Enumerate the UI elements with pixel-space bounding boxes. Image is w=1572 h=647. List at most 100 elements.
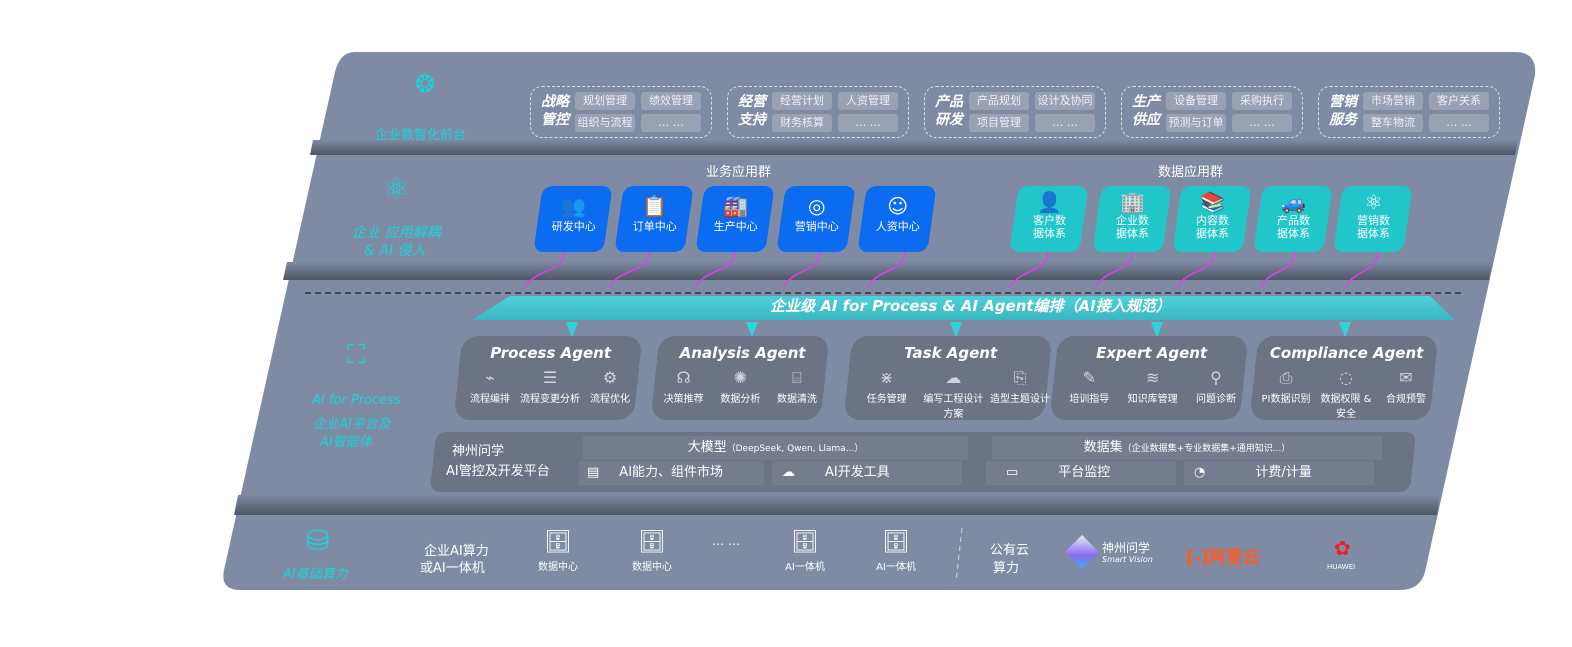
- server-appliance-1: 🗄 AI一体机: [770, 530, 840, 573]
- group-title: 营销服务: [1329, 94, 1357, 128]
- business-app[interactable]: 👥 研发中心: [533, 186, 613, 252]
- tool-label: 计费/计量: [1255, 465, 1312, 480]
- front-chip[interactable]: 客户关系: [1429, 92, 1489, 110]
- app-label: 客户数据体系: [1033, 214, 1067, 240]
- agent-feature[interactable]: ⌁ 流程编排: [460, 368, 520, 405]
- front-chip[interactable]: 绩效管理: [641, 92, 701, 110]
- group-title: 经营支持: [738, 94, 766, 128]
- front-group: 经营支持 经营计划 人资管理 财务核算 … …: [727, 86, 909, 138]
- data-app[interactable]: 👤 客户数据体系: [1009, 186, 1089, 252]
- feature-icon: ✉: [1399, 368, 1413, 387]
- agent-name: Process Agent: [490, 344, 612, 362]
- person-growth-icon: ☺: [887, 194, 909, 218]
- front-chip[interactable]: 产品规划: [969, 92, 1029, 110]
- app-label: 研发中心: [551, 220, 596, 233]
- tool-label: 平台监控: [1058, 465, 1111, 480]
- front-chip[interactable]: 预测与订单: [1166, 114, 1226, 132]
- front-chip[interactable]: … …: [641, 114, 701, 132]
- monitor-tool[interactable]: ▭ 平台监控: [986, 461, 1176, 485]
- feature-icon: ◌: [1339, 368, 1353, 387]
- server-icon: 🗄: [791, 530, 819, 555]
- orchestration-bar: [472, 296, 1455, 320]
- target-icon: ◎: [807, 194, 826, 218]
- platform-title-2: AI管控及开发平台: [446, 464, 550, 479]
- front-chip[interactable]: 组织与流程: [575, 114, 635, 132]
- data-app[interactable]: ⚛ 营销数据体系: [1333, 186, 1413, 252]
- front-chip[interactable]: … …: [1035, 114, 1095, 132]
- feature-icon: ⎙: [1279, 368, 1293, 387]
- devtool-tool[interactable]: ☁ AI开发工具: [772, 461, 962, 485]
- huawei-name: HUAWEI: [1327, 563, 1356, 571]
- agent-feature[interactable]: ≋ 知识库管理: [1121, 368, 1184, 405]
- group-title: 产品研发: [935, 94, 963, 128]
- front-chip[interactable]: 设计及协同: [1035, 92, 1095, 110]
- server-icon: 🗄: [544, 530, 572, 555]
- private-compute-1: 企业AI算力: [424, 544, 489, 559]
- app-label: 人资中心: [875, 220, 920, 233]
- front-chip[interactable]: … …: [1429, 114, 1489, 132]
- feature-icon: ⌁: [485, 368, 495, 387]
- agent-feature[interactable]: ⚲ 问题诊断: [1184, 368, 1247, 405]
- dataset-label: 数据集: [1083, 440, 1123, 455]
- ai-label-3: AI智能体: [320, 435, 372, 450]
- market-icon: ▤: [587, 465, 600, 480]
- agent-feature[interactable]: ✎ 培训指导: [1058, 368, 1121, 405]
- dataset-note: （企业数据集+专业数据集+通用知识...）: [1122, 444, 1291, 454]
- agent-feature[interactable]: ☁ 编写工程设计方案: [920, 368, 987, 420]
- front-chip[interactable]: … …: [838, 114, 898, 132]
- app-label: 企业数据体系: [1116, 214, 1150, 240]
- feature-label: 知识库管理: [1127, 394, 1178, 405]
- agent-feature[interactable]: ⎙ PI数据识别: [1256, 368, 1316, 405]
- market-tool[interactable]: ▤ AI能力、组件市场: [579, 461, 764, 485]
- app-label: 订单中心: [632, 220, 677, 233]
- front-chip[interactable]: 财务核算: [772, 114, 832, 132]
- business-app[interactable]: 🏭 生产中心: [695, 186, 775, 252]
- front-chip[interactable]: 项目管理: [969, 114, 1029, 132]
- agent-feature[interactable]: ☊ 决策推荐: [655, 368, 712, 405]
- data-app[interactable]: 🏢 企业数据体系: [1092, 186, 1172, 252]
- front-chip[interactable]: 市场营销: [1363, 92, 1423, 110]
- feature-label: 数据清洗: [776, 394, 817, 405]
- factory-icon: 🏭: [723, 194, 749, 218]
- front-chip[interactable]: 采购执行: [1232, 92, 1292, 110]
- business-app[interactable]: ☺ 人资中心: [857, 186, 937, 252]
- molecule-icon: ⚛: [383, 172, 410, 207]
- feature-label: 造型主题设计: [989, 394, 1050, 405]
- data-app[interactable]: 🚙 产品数据体系: [1253, 186, 1333, 252]
- server-label: AI一体机: [785, 562, 825, 573]
- agent-feature[interactable]: ✺ 数据分析: [712, 368, 769, 405]
- orchestration-title: 企业级 AI for Process & AI Agent编排（AI接入规范）: [770, 297, 1171, 315]
- agent-feature[interactable]: ⌸ 数据清洗: [769, 368, 826, 405]
- front-chip[interactable]: 规划管理: [575, 92, 635, 110]
- agent-feature[interactable]: ☰ 流程变更分析: [520, 368, 580, 405]
- front-chip[interactable]: 整车物流: [1363, 114, 1423, 132]
- feature-label: 数据分析: [720, 394, 761, 405]
- agent-feature[interactable]: ◌ 数据权限 & 安全: [1316, 368, 1376, 420]
- front-chip[interactable]: 设备管理: [1166, 92, 1226, 110]
- front-chip[interactable]: … …: [1232, 114, 1292, 132]
- data-app[interactable]: 📚 内容数据体系: [1172, 186, 1252, 252]
- business-app[interactable]: ◎ 营销中心: [776, 186, 856, 252]
- agent-feature[interactable]: ⋇ 任务管理: [853, 368, 920, 405]
- smartvision-sub: Smart Vision: [1102, 555, 1153, 564]
- brain-icon: ❂: [415, 70, 436, 98]
- agent-feature[interactable]: ⎘ 造型主题设计: [987, 368, 1054, 405]
- app-label: 营销中心: [794, 220, 839, 233]
- public-compute-1: 公有云: [990, 543, 1030, 558]
- front-label: 企业数智化前台: [375, 128, 467, 143]
- feature-icon: ⚲: [1210, 368, 1222, 387]
- front-chip[interactable]: 经营计划: [772, 92, 832, 110]
- tool-label: AI能力、组件市场: [619, 465, 724, 480]
- front-chip[interactable]: 人资管理: [838, 92, 898, 110]
- down-arrows: [566, 322, 1351, 338]
- model-bar: 大模型（DeepSeek, Qwen, Llama...）: [583, 436, 968, 460]
- billing-tool[interactable]: ◔ 计费/计量: [1184, 461, 1374, 485]
- agent-name: Task Agent: [904, 344, 998, 362]
- agent-feature[interactable]: ✉ 合规预警: [1376, 368, 1436, 405]
- agent-feature[interactable]: ⚙ 流程优化: [580, 368, 640, 405]
- business-app[interactable]: 📋 订单中心: [614, 186, 694, 252]
- app-label: 产品数据体系: [1277, 214, 1311, 240]
- feature-icon: ✎: [1082, 368, 1097, 387]
- feature-label: 决策推荐: [663, 394, 704, 405]
